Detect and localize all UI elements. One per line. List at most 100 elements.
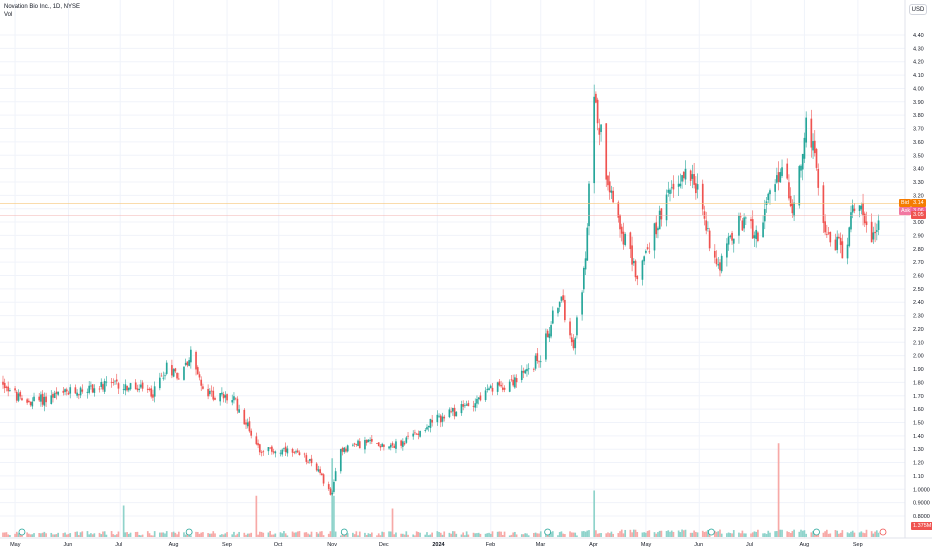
time-axis[interactable]: May Jun Jul Aug Sep Oct Nov Dec 2024 Feb Mar Apr May… bbox=[0, 537, 932, 548]
candle-body bbox=[176, 372, 178, 379]
earnings-marker-icon[interactable] bbox=[544, 528, 552, 536]
volume-bar bbox=[762, 533, 764, 537]
volume-bar bbox=[153, 531, 156, 537]
volume-bar bbox=[424, 534, 427, 537]
price-tick-label: 4.10 bbox=[913, 73, 924, 79]
volume-bar bbox=[738, 532, 740, 537]
candle-body bbox=[134, 382, 137, 390]
candle-body bbox=[705, 220, 708, 231]
candle-body bbox=[791, 203, 794, 214]
candle-body bbox=[200, 379, 203, 386]
price-tick-label: 3.20 bbox=[913, 193, 924, 199]
volume-bar bbox=[605, 533, 608, 537]
candle-body bbox=[851, 205, 854, 213]
candle-body bbox=[271, 446, 273, 452]
price-axis[interactable]: 4.40 4.30 4.20 4.10 4.00 3.90 3.80 3.70 3.60 3.50… bbox=[904, 0, 930, 538]
volume-bar bbox=[731, 533, 733, 537]
candle-body bbox=[100, 381, 103, 388]
volume-bar bbox=[129, 532, 132, 537]
currency-button[interactable]: USD bbox=[909, 4, 927, 15]
volume-bar bbox=[839, 532, 842, 537]
upcoming-event-marker-icon[interactable] bbox=[879, 528, 887, 536]
volume-bar bbox=[379, 535, 382, 537]
volume-bar bbox=[158, 532, 161, 537]
volume-bar bbox=[677, 530, 680, 537]
candle-body bbox=[81, 389, 84, 392]
candle-body bbox=[250, 430, 253, 436]
candle-body bbox=[655, 222, 658, 235]
earnings-marker-icon[interactable] bbox=[18, 528, 26, 536]
candle-body bbox=[426, 427, 428, 430]
price-tick-label: 1.10 bbox=[913, 474, 924, 480]
volume-bar bbox=[441, 534, 444, 537]
candle-body bbox=[586, 227, 589, 261]
candle-body bbox=[815, 148, 818, 168]
volume-bar bbox=[407, 534, 409, 537]
candle-body bbox=[713, 250, 716, 258]
candle-body bbox=[38, 396, 41, 401]
volume-bar bbox=[641, 532, 644, 537]
volume-bar bbox=[464, 535, 466, 537]
earnings-marker-icon[interactable] bbox=[185, 528, 193, 536]
candle-body bbox=[524, 370, 527, 374]
candle-body bbox=[43, 396, 46, 406]
candle-body bbox=[171, 365, 173, 376]
volume-bar bbox=[2, 532, 4, 537]
candle-body bbox=[283, 448, 285, 450]
volume-legend-label[interactable]: Vol bbox=[4, 12, 13, 18]
candle-body bbox=[681, 175, 683, 182]
candle-body bbox=[226, 394, 228, 401]
volume-bar bbox=[226, 532, 228, 537]
volume-bar bbox=[321, 531, 323, 537]
volume-bar bbox=[5, 532, 8, 537]
candle-body bbox=[729, 235, 732, 238]
volume-bar bbox=[291, 531, 294, 537]
volume-bar bbox=[588, 530, 590, 537]
volume-bar bbox=[327, 533, 330, 537]
volume-bar bbox=[514, 531, 516, 537]
volume-bar bbox=[26, 532, 28, 537]
candle-body bbox=[207, 388, 209, 397]
earnings-marker-icon[interactable] bbox=[340, 528, 348, 536]
volume-bar bbox=[88, 534, 91, 537]
earnings-marker-icon[interactable] bbox=[707, 528, 715, 536]
candle-body bbox=[77, 394, 80, 396]
candle-body bbox=[231, 400, 234, 403]
candle-body bbox=[222, 393, 225, 399]
volume-bar bbox=[395, 532, 397, 537]
volume-bar bbox=[862, 532, 864, 537]
price-tick-label: 1.0000 bbox=[913, 487, 930, 493]
volume-bar bbox=[69, 533, 72, 537]
candle-body bbox=[115, 379, 118, 382]
volume-bar bbox=[693, 530, 695, 537]
candle-body bbox=[26, 399, 28, 403]
candle-body bbox=[341, 447, 344, 452]
volume-bar bbox=[786, 531, 789, 537]
candle-body bbox=[310, 458, 313, 464]
volume-bar bbox=[593, 490, 596, 537]
price-tick-label: 3.80 bbox=[913, 113, 924, 119]
event-markers[interactable] bbox=[18, 528, 887, 536]
volume-bar bbox=[781, 529, 783, 537]
symbol-title[interactable]: Novation Bio Inc., 1D, NYSE bbox=[4, 4, 81, 10]
candle-body bbox=[667, 189, 670, 193]
volume-bar bbox=[564, 534, 566, 537]
volume-bar bbox=[57, 532, 59, 537]
volume-bar bbox=[165, 531, 168, 537]
volume-bar bbox=[739, 533, 742, 537]
volume-bar bbox=[102, 531, 104, 537]
candle-body bbox=[846, 244, 849, 259]
volume-bar bbox=[582, 531, 585, 537]
volume-bar bbox=[619, 531, 621, 537]
candle-body bbox=[298, 452, 301, 456]
volume-bar bbox=[744, 533, 747, 537]
candle-body bbox=[665, 194, 668, 221]
volume-bar bbox=[846, 532, 849, 537]
candle-body bbox=[731, 232, 733, 241]
candle-body bbox=[3, 382, 6, 389]
earnings-marker-icon[interactable] bbox=[813, 528, 820, 536]
volume-bar bbox=[234, 535, 237, 537]
volume-bar bbox=[539, 531, 542, 537]
candle-body bbox=[138, 388, 141, 390]
